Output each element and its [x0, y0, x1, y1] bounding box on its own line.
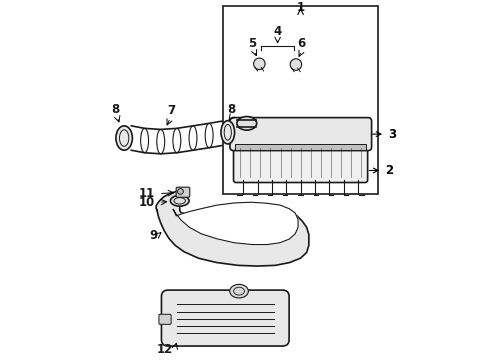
- FancyBboxPatch shape: [176, 187, 190, 197]
- Text: 8: 8: [227, 103, 236, 116]
- Text: 5: 5: [248, 37, 256, 50]
- Polygon shape: [156, 190, 309, 266]
- FancyBboxPatch shape: [234, 143, 368, 183]
- Ellipse shape: [237, 117, 257, 130]
- Ellipse shape: [171, 195, 189, 206]
- Text: 9: 9: [149, 229, 157, 242]
- FancyBboxPatch shape: [161, 290, 289, 346]
- Circle shape: [254, 58, 265, 69]
- Bar: [235, 144, 366, 149]
- FancyBboxPatch shape: [230, 118, 371, 150]
- Text: 2: 2: [369, 164, 393, 177]
- Text: 4: 4: [273, 24, 282, 38]
- FancyBboxPatch shape: [159, 314, 171, 324]
- Text: 8: 8: [111, 103, 119, 116]
- Ellipse shape: [221, 121, 235, 144]
- Ellipse shape: [116, 126, 132, 150]
- Circle shape: [177, 189, 183, 194]
- Bar: [223, 6, 378, 194]
- Text: 1: 1: [296, 1, 305, 14]
- Text: 10: 10: [138, 196, 155, 209]
- Polygon shape: [173, 202, 298, 244]
- Text: 3: 3: [372, 127, 396, 141]
- Text: 12: 12: [156, 343, 172, 356]
- Text: 7: 7: [168, 104, 175, 117]
- Text: 6: 6: [297, 37, 306, 50]
- Circle shape: [290, 59, 302, 70]
- Text: 11: 11: [138, 187, 155, 200]
- Ellipse shape: [230, 284, 248, 298]
